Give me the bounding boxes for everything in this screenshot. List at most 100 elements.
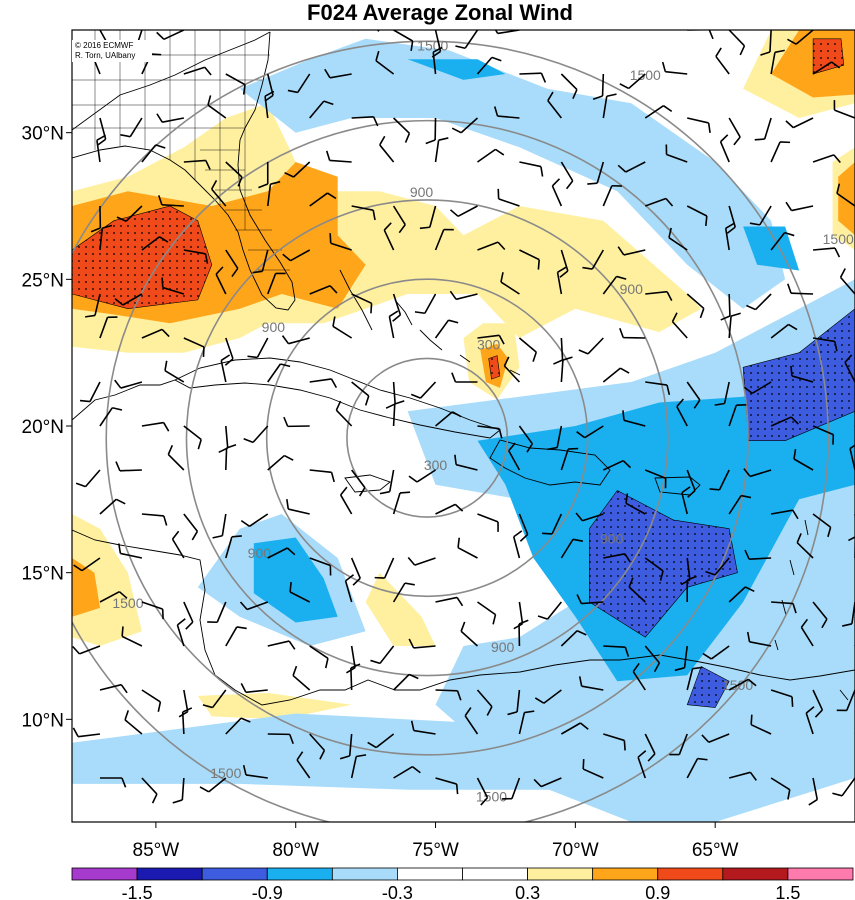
wind-barb: [351, 469, 366, 497]
wind-barb: [644, 645, 661, 673]
wind-barb: [603, 553, 631, 563]
wind-barb: [225, 249, 239, 278]
wind-barb: [121, 626, 143, 647]
wind-barb: [587, 161, 605, 185]
longitude-axis: 85°W 80°W 75°W 70°W 65°W: [133, 822, 739, 861]
colorbar-swatch: [527, 867, 594, 881]
wind-barb: [339, 486, 353, 515]
wind-barb: [379, 135, 395, 163]
wind-barb: [141, 513, 168, 526]
wind-barb: [812, 154, 841, 163]
wind-barb: [351, 381, 370, 406]
lat-tick-label: 20°N: [22, 417, 64, 438]
wind-barb: [435, 503, 464, 515]
wind-barb: [812, 247, 841, 258]
wind-barb: [99, 777, 127, 788]
wind-barb: [449, 290, 478, 301]
wind-barb: [726, 205, 736, 234]
colorbar-swatch: [592, 867, 659, 881]
wind-barb: [720, 293, 731, 321]
wind-barb: [207, 95, 227, 119]
wind-barb: [383, 222, 395, 251]
wind-barb: [512, 530, 523, 559]
wind-barb: [346, 645, 356, 674]
wind-barb: [392, 293, 402, 322]
wind-barb: [476, 689, 493, 716]
coast-bahamas: [339, 269, 521, 376]
wind-barb: [560, 629, 587, 647]
wind-barb: [602, 184, 622, 207]
colorbar-label: -0.9: [252, 883, 283, 900]
wind-barb: [225, 73, 246, 95]
wind-barb: [645, 290, 673, 301]
wind-barb: [770, 416, 799, 427]
wind-barb: [805, 706, 815, 735]
wind-barb: [702, 645, 730, 660]
wind-barb: [833, 100, 855, 119]
credit-box: [72, 40, 152, 62]
wind-barb: [75, 469, 101, 488]
wind-barb: [728, 494, 752, 515]
wind-barb: [793, 448, 814, 471]
wind-barb: [225, 161, 243, 187]
wind-barb: [728, 30, 746, 56]
wind-barb: [519, 161, 544, 177]
lon-tick-label: 70°W: [552, 840, 599, 861]
significance-stipple: [686, 666, 730, 708]
wind-barb: [771, 601, 797, 614]
wind-barb: [388, 310, 399, 339]
wind-barb: [787, 30, 814, 45]
wind-barb: [435, 689, 462, 701]
wind-barb: [800, 618, 814, 647]
wind-barb: [812, 61, 841, 75]
wind-barb: [243, 425, 269, 444]
lon-tick-label: 75°W: [412, 840, 459, 861]
wind-barb: [161, 277, 185, 295]
wind-barb: [117, 543, 143, 559]
wind-barb: [266, 30, 268, 31]
wind-barb: [207, 601, 227, 624]
colorbar-label: 1.5: [775, 883, 800, 900]
wind-barb: [370, 645, 395, 665]
wind-barb: [296, 751, 311, 779]
wind-barb: [743, 468, 772, 478]
wind-barb: [770, 777, 791, 800]
wind-barb: [728, 771, 757, 781]
wind-barb: [661, 61, 688, 75]
wind-barb: [628, 577, 646, 603]
wind-barb: [676, 398, 688, 427]
wind-contour-region: [197, 692, 352, 720]
wind-barb: [247, 337, 269, 359]
wind-barb: [434, 228, 454, 251]
wind-barb: [743, 381, 772, 395]
lon-tick-label: 65°W: [692, 840, 739, 861]
wind-barb: [115, 461, 142, 472]
wind-barb: [434, 137, 449, 163]
lat-tick-label: 10°N: [22, 710, 64, 731]
wind-barb: [686, 666, 703, 691]
wind-barb: [309, 100, 334, 119]
wind-barbs: [72, 30, 855, 806]
wind-barb: [258, 162, 269, 189]
wind-barb: [267, 454, 294, 471]
wind-barb: [542, 513, 563, 535]
wind-barb: [267, 272, 286, 295]
wind-barb: [728, 678, 757, 691]
wind-barb: [240, 513, 269, 527]
wind-barb: [744, 549, 772, 560]
range-ring-label: 900: [262, 319, 286, 335]
wind-barb: [283, 416, 310, 428]
wind-barb: [560, 356, 573, 383]
wind-barb: [796, 533, 814, 559]
wind-barb: [746, 631, 772, 647]
coast-cuba: [174, 357, 501, 439]
wind-barb: [602, 93, 617, 119]
wind-barb: [171, 530, 185, 559]
coast-carolinas: [239, 31, 271, 141]
wind-barb: [267, 363, 291, 383]
wind-barb: [344, 574, 355, 603]
wind-barb: [419, 205, 437, 230]
credit-line-1: © 2016 ECMWF: [75, 41, 133, 50]
wind-barb: [374, 557, 395, 579]
wind-barb: [114, 293, 143, 306]
